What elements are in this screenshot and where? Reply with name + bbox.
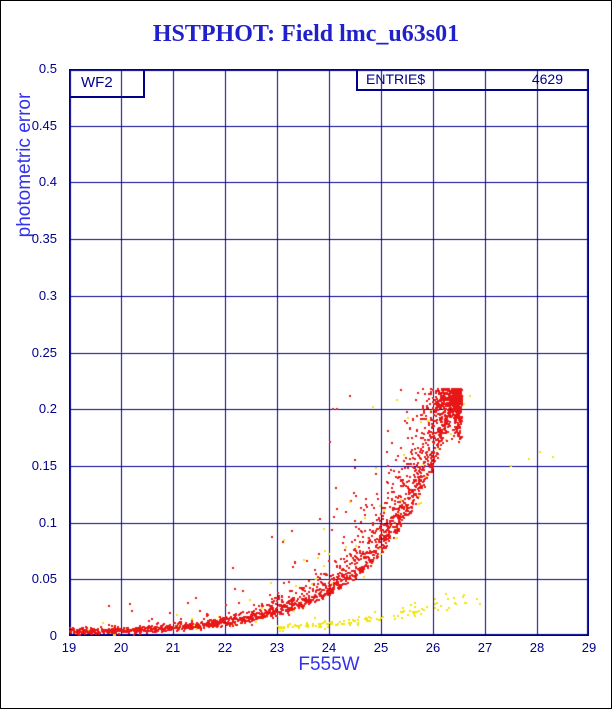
y-tick-label: 0.1 (38, 514, 57, 530)
x-tick-label: 23 (269, 640, 285, 655)
x-tick-label: 24 (321, 640, 337, 655)
y-tick-label: 0.5 (38, 61, 57, 76)
y-tick-label: 0.45 (31, 117, 57, 133)
y-tick-label: 0.2 (38, 401, 57, 417)
x-tick-label: 21 (165, 640, 181, 655)
chip-label-box: WF2 (69, 69, 145, 98)
y-tick-label: 0.05 (31, 571, 57, 587)
x-tick-label: 22 (217, 640, 233, 655)
y-tick-labels: 0 0.05 0.1 0.15 0.2 0.25 0.3 0.35 0.4 0.45 0.5 (1, 61, 63, 643)
page-title: HSTPHOT: Field lmc_u63s01 (152, 21, 460, 47)
plot-area: WF2 ENTRIE$ 4629 (69, 69, 589, 636)
x-axis-label: F555W (298, 654, 360, 675)
x-tick-label: 28 (529, 640, 545, 655)
y-tick-label: 0 (49, 628, 57, 643)
x-tick-label: 26 (425, 640, 441, 655)
stats-box: ENTRIE$ 4629 (356, 69, 589, 91)
x-tick-label: 27 (477, 640, 493, 655)
plot-canvas (69, 69, 589, 636)
y-tick-label: 0.25 (31, 344, 57, 360)
x-tick-labels: 19 20 21 22 23 24 25 26 27 28 29 (62, 640, 596, 656)
y-tick-label: 0.35 (31, 231, 57, 247)
y-tick-label: 0.4 (38, 174, 57, 190)
x-tick-label: 25 (373, 640, 389, 655)
chip-label: WF2 (81, 74, 113, 91)
y-tick-label: 0.15 (31, 457, 57, 473)
x-tick-label: 19 (61, 640, 77, 655)
stats-value: 4629 (531, 71, 563, 87)
stats-label: ENTRIE$ (366, 71, 426, 87)
x-tick-label: 20 (113, 640, 129, 655)
x-tick-label: 29 (581, 640, 597, 655)
y-tick-label: 0.3 (38, 287, 57, 303)
